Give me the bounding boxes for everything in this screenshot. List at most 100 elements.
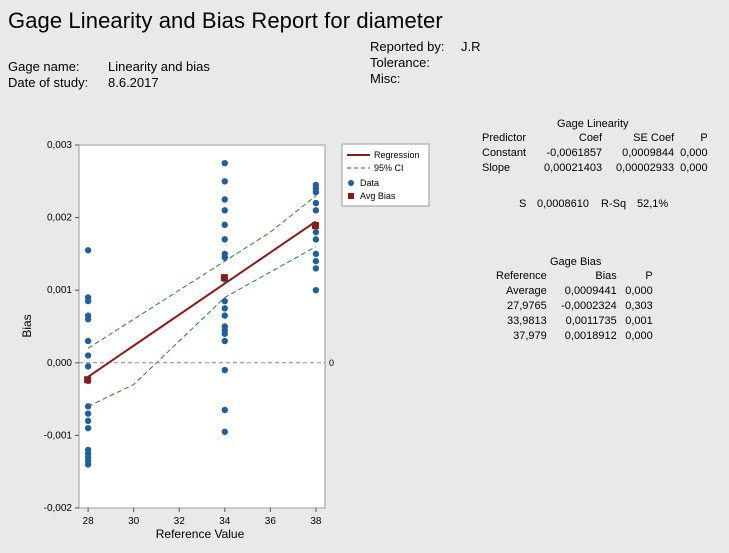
linearity-header-row: Predictor Coef SE Coef P	[479, 131, 711, 146]
data-point	[312, 236, 320, 243]
reported-by-label: Reported by:	[370, 39, 445, 54]
data-point	[84, 410, 92, 417]
bias-cell: 37,979	[513, 330, 547, 342]
data-point	[312, 250, 320, 258]
data-point	[221, 159, 228, 167]
linearity-cell: -0,0061857	[546, 147, 603, 159]
data-point	[221, 366, 228, 374]
data-point	[84, 352, 92, 359]
bias-cell: Average	[505, 285, 547, 297]
regression-line	[87, 220, 317, 378]
data-point	[84, 337, 92, 345]
bias-header-bias: Bias	[595, 270, 617, 282]
data-point	[312, 287, 320, 294]
data-point	[221, 428, 228, 435]
avg-bias-marker	[311, 221, 319, 229]
bias-header-p: P	[645, 270, 653, 282]
legend-data-label: Data	[360, 178, 379, 188]
tolerance-label: Tolerance:	[370, 55, 430, 70]
x-tick-label: 32	[174, 516, 186, 527]
data-point	[312, 207, 320, 214]
rsq-value: 52,1%	[637, 198, 669, 210]
data-point	[84, 297, 92, 305]
linearity-cell: 0,0009844	[622, 147, 675, 159]
misc-label: Misc:	[370, 71, 401, 86]
data-point	[221, 236, 228, 243]
y-axis-label: Bias	[20, 314, 34, 337]
linearity-cell: Slope	[482, 162, 511, 174]
bias-cell: 0,001	[625, 315, 653, 327]
data-point	[221, 178, 228, 185]
linearity-header-p: P	[700, 132, 708, 144]
data-point	[221, 305, 228, 312]
y-tick-label: 0,001	[47, 285, 72, 296]
data-point	[312, 257, 320, 265]
bias-row: Average 0,0009441 0,000	[493, 284, 656, 299]
data-point	[221, 337, 228, 345]
data-point	[84, 247, 92, 254]
s-value: 0,0008610	[537, 198, 589, 210]
bias-title: Gage Bias	[550, 256, 602, 268]
report-title: Gage Linearity and Bias Report for diame…	[8, 8, 443, 33]
bias-header-row: Reference Bias P	[493, 269, 656, 284]
data-point	[221, 221, 228, 229]
bias-row: 37,979 0,0018912 0,000	[493, 329, 656, 344]
linearity-header-secoef: SE Coef	[633, 132, 675, 144]
rsq-label: R-Sq	[601, 198, 627, 210]
bias-cell: 0,0009441	[564, 285, 617, 297]
bias-cell: 33,9813	[507, 315, 547, 327]
y-tick-label: -0,001	[44, 430, 73, 441]
zero-reference-label: 0	[329, 358, 334, 368]
data-point	[221, 196, 228, 203]
legend-ci-label: 95% CI	[374, 163, 404, 173]
x-tick-label: 34	[219, 516, 231, 527]
data-point	[221, 406, 228, 414]
data-point	[221, 297, 228, 305]
linearity-title: Gage Linearity	[557, 118, 629, 130]
reported-by-value: J.R	[461, 39, 481, 54]
legend-regression-label: Regression	[374, 150, 420, 160]
linearity-row-slope: Slope 0,00021403 0,00002933 0,000	[479, 161, 711, 176]
x-tick-label: 28	[83, 516, 95, 527]
gage-name-label: Gage name:	[8, 59, 80, 74]
data-point	[221, 312, 228, 319]
bias-cell: -0,0002324	[561, 300, 617, 312]
s-label: S	[519, 198, 527, 210]
data-point	[221, 207, 228, 214]
data-point	[84, 316, 92, 323]
data-point	[312, 199, 320, 207]
linearity-cell: 0,000	[680, 147, 708, 159]
linearity-cell: 0,00002933	[616, 162, 675, 174]
linearity-header-coef: Coef	[578, 132, 603, 144]
y-tick-label: 0,002	[47, 213, 72, 224]
date-value: 8.6.2017	[108, 75, 159, 90]
bias-header-reference: Reference	[496, 270, 547, 282]
linearity-header-predictor: Predictor	[482, 132, 527, 144]
ci-lower-line	[87, 246, 317, 407]
legend-avg-bias-swatch	[348, 193, 354, 199]
y-tick-label: 0,000	[47, 358, 72, 369]
linearity-row-constant: Constant -0,0061857 0,0009844 0,000	[479, 146, 711, 161]
linearity-cell: 0,00021403	[544, 162, 603, 174]
data-point	[312, 228, 320, 236]
data-point	[84, 424, 92, 432]
bias-row: 33,9813 0,0011735 0,001	[493, 314, 656, 329]
data-point	[84, 403, 92, 410]
x-tick-label: 38	[310, 516, 322, 527]
bias-table: Reference Bias P Average 0,0009441 0,000…	[493, 269, 656, 344]
data-point	[84, 417, 92, 425]
x-tick-label: 30	[128, 516, 140, 527]
legend: Regression 95% CI Data Avg Bias	[341, 143, 430, 207]
bias-cell: 0,000	[625, 330, 653, 342]
linearity-cell: 0,000	[680, 162, 708, 174]
bias-cell: 0,0011735	[565, 315, 617, 327]
x-axis-label: Reference Value	[156, 527, 245, 541]
bias-cell: 27,9765	[507, 300, 547, 312]
data-point	[84, 461, 92, 468]
data-point	[84, 363, 92, 370]
avg-bias-marker	[220, 274, 228, 282]
linearity-cell: Constant	[482, 147, 527, 159]
avg-bias-marker	[84, 376, 92, 384]
date-label: Date of study:	[8, 75, 89, 90]
